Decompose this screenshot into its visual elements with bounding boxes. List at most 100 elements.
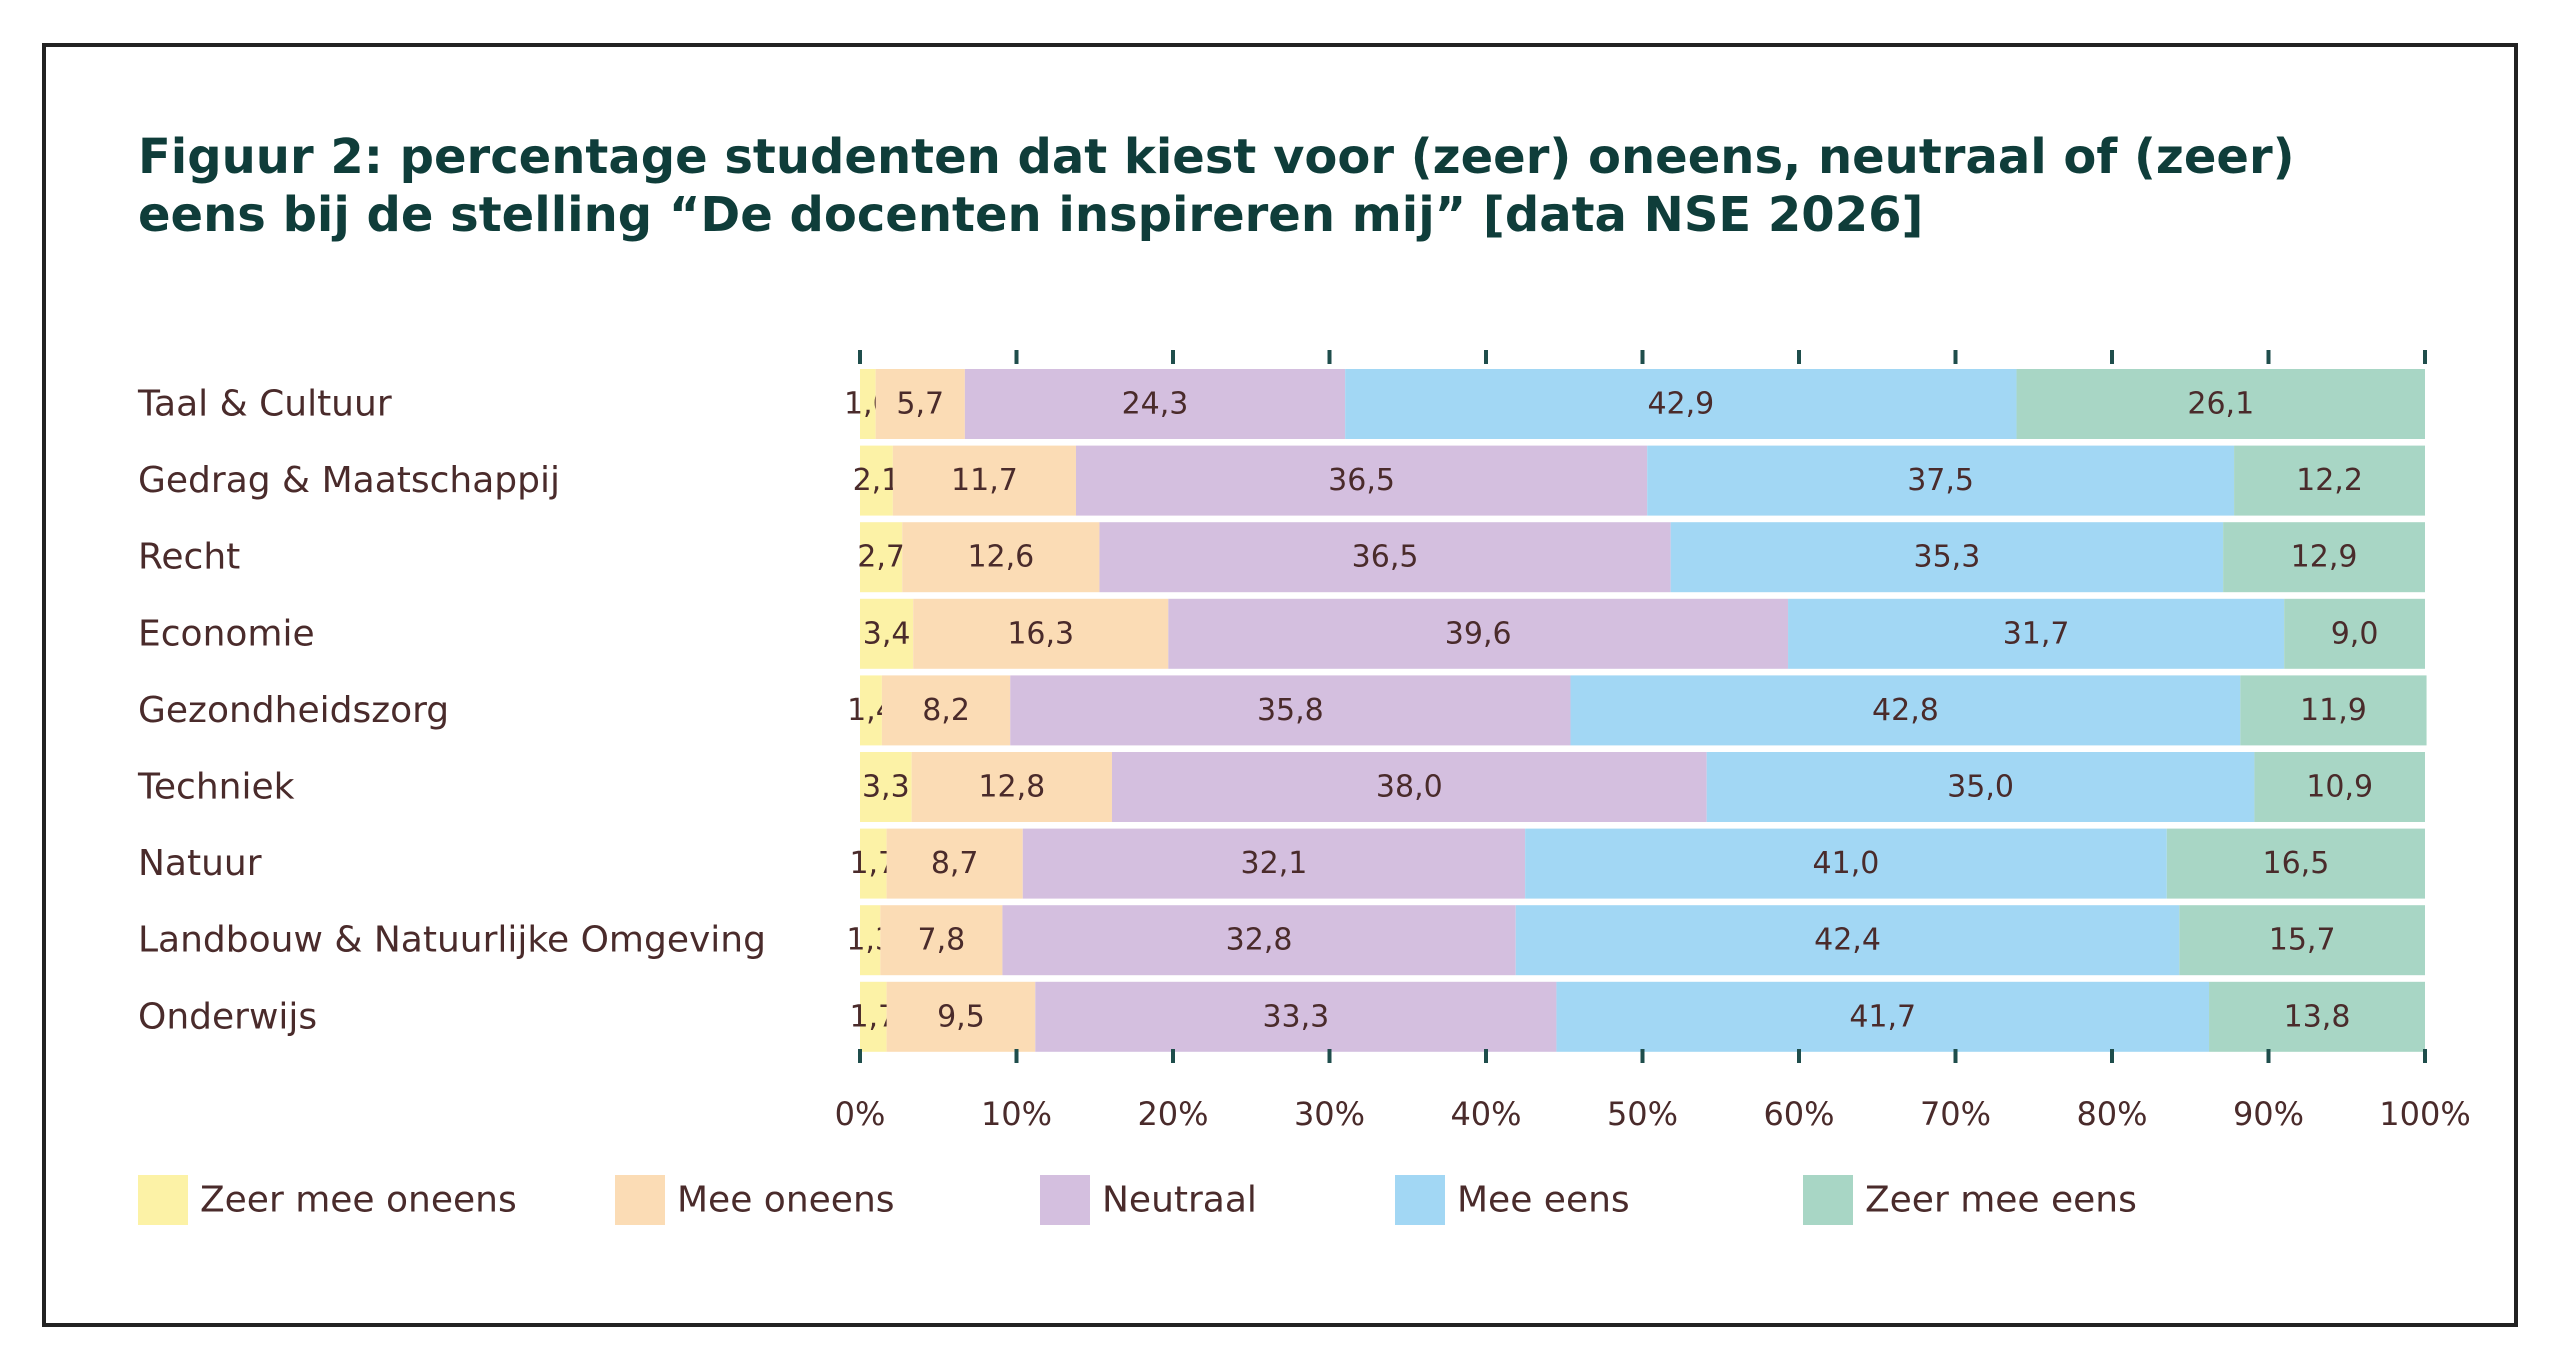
bar-segment [860,675,882,746]
tick-label: 90% [2233,1095,2304,1133]
bar-segment [860,752,912,822]
bar-segment [880,905,1003,976]
data-label: 35,8 [1257,693,1324,728]
chart-title-line-1: Figuur 2: percentage studenten dat kiest… [138,129,2295,185]
legend-label: Zeer mee oneens [200,1180,517,1221]
chart-title: Figuur 2: percentage studenten dat kiest… [138,128,2438,244]
legend-label: Zeer mee eens [1865,1180,2137,1221]
bar-segment [913,598,1169,669]
tick-label: 40% [1450,1095,1521,1133]
data-label: 41,0 [1813,846,1880,881]
tick-label: 10% [981,1095,1052,1133]
data-label: 42,8 [1872,693,1939,728]
category-label: Recht [138,537,240,578]
bar-segment [1788,598,2285,669]
data-label: 8,7 [931,846,979,881]
legend-swatch [138,1175,188,1225]
bar-segment [1570,675,2241,746]
category-label: Gezondheidszorg [138,690,449,731]
bar-segment [2166,828,2425,899]
legend-label: Mee oneens [677,1180,895,1221]
bar-segment [964,369,1346,439]
legend-swatch [1803,1175,1853,1225]
data-label: 36,5 [1352,540,1419,575]
legend-label: Mee eens [1457,1180,1630,1221]
bar-segment [1670,522,2224,593]
bar-segment [1099,522,1671,593]
data-label: 12,8 [978,770,1045,805]
bar-segment [860,905,881,976]
tick-label: 0% [835,1095,886,1133]
tick-label: 60% [1763,1095,1834,1133]
data-label: 24,3 [1122,387,1189,422]
data-label: 10,9 [2306,770,2373,805]
data-label: 11,9 [2300,693,2367,728]
bar-segment [1556,981,2210,1052]
data-label: 3,3 [862,770,910,805]
bar-segment [1111,752,1707,822]
legend-swatch [615,1175,665,1225]
data-label: 32,1 [1241,846,1308,881]
tick-label: 70% [1920,1095,1991,1133]
data-label: 36,5 [1328,463,1395,498]
bar-segment [860,598,914,669]
bar-segment [892,445,1076,516]
bar-segment [1525,828,2167,899]
bar-segment [875,369,965,439]
legend-label: Neutraal [1102,1180,1257,1221]
bar-segment [1010,675,1571,746]
data-label: 12,9 [2291,540,2358,575]
bar-segment [886,981,1036,1052]
data-label: 38,0 [1376,770,1443,805]
bar-segment [2179,905,2425,976]
data-label: 42,9 [1647,387,1714,422]
bar-segment [2223,522,2425,593]
data-label: 39,6 [1445,616,1512,651]
bar-segment [1345,369,2017,439]
data-label: 37,5 [1907,463,1974,498]
tick-label: 100% [2379,1095,2470,1133]
bar-segment [2254,752,2425,822]
data-label: 32,8 [1226,923,1293,958]
data-label: 2,1 [853,463,901,498]
bar-segment [1075,445,1648,516]
data-label: 12,2 [2296,463,2363,498]
tick-label: 50% [1607,1095,1678,1133]
bar-segment [902,522,1100,593]
data-label: 2,7 [857,540,905,575]
bar-segment [860,828,887,899]
data-label: 41,7 [1849,999,1916,1034]
legend-swatch [1040,1175,1090,1225]
data-label: 16,3 [1007,616,1074,651]
category-label: Techniek [137,767,295,808]
data-label: 9,0 [2331,616,2379,651]
data-label: 42,4 [1814,923,1881,958]
bar-segment [1647,445,2235,516]
data-label: 31,7 [2003,616,2070,651]
bar-segment [1706,752,2255,822]
tick-label: 30% [1294,1095,1365,1133]
data-label: 26,1 [2187,387,2254,422]
data-label: 35,0 [1947,770,2014,805]
category-label: Onderwijs [138,996,317,1037]
data-label: 8,2 [922,693,970,728]
tick-label: 20% [1137,1095,1208,1133]
category-label: Taal & Cultuur [137,384,392,425]
data-label: 9,5 [937,999,985,1034]
category-label: Gedrag & Maatschappij [138,460,560,501]
category-label: Landbouw & Natuurlijke Omgeving [138,920,766,961]
bar-segment [2209,981,2425,1052]
bar-segment [1022,828,1526,899]
bar-segment [1168,598,1789,669]
data-label: 7,8 [918,923,966,958]
data-label: 35,3 [1913,540,1980,575]
bar-segment [860,981,887,1052]
bar-segment [1002,905,1516,976]
bar-segment [2234,445,2425,516]
data-label: 11,7 [951,463,1018,498]
bar-segment [1035,981,1557,1052]
tick-label: 80% [2076,1095,2147,1133]
category-label: Economie [138,613,315,654]
data-label: 12,6 [967,540,1034,575]
